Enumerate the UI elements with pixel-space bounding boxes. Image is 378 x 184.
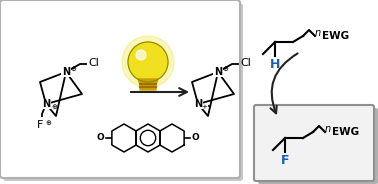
Text: F: F [281, 154, 289, 167]
Text: O: O [96, 134, 104, 142]
Text: n: n [315, 28, 321, 38]
FancyBboxPatch shape [0, 0, 240, 178]
Text: O: O [192, 134, 200, 142]
Text: ⊕: ⊕ [222, 66, 228, 72]
FancyBboxPatch shape [254, 105, 374, 181]
FancyBboxPatch shape [258, 108, 378, 184]
Text: H: H [270, 58, 280, 71]
Text: N: N [42, 99, 50, 109]
Text: +•: +• [201, 104, 211, 110]
Circle shape [128, 42, 168, 82]
Text: EWG: EWG [332, 127, 359, 137]
FancyBboxPatch shape [3, 3, 243, 181]
Circle shape [122, 36, 174, 88]
Text: Cl: Cl [88, 58, 99, 68]
Text: ⊕: ⊕ [45, 120, 51, 126]
Text: N: N [62, 67, 70, 77]
Text: N: N [214, 67, 222, 77]
Text: ⊕: ⊕ [70, 66, 76, 72]
Text: EWG: EWG [322, 31, 349, 41]
Text: n: n [325, 124, 331, 134]
Text: ⊕: ⊕ [51, 104, 57, 110]
Text: N: N [194, 99, 202, 109]
Circle shape [136, 50, 146, 60]
Text: Cl: Cl [240, 58, 251, 68]
Polygon shape [138, 79, 158, 90]
Text: F: F [37, 120, 43, 130]
